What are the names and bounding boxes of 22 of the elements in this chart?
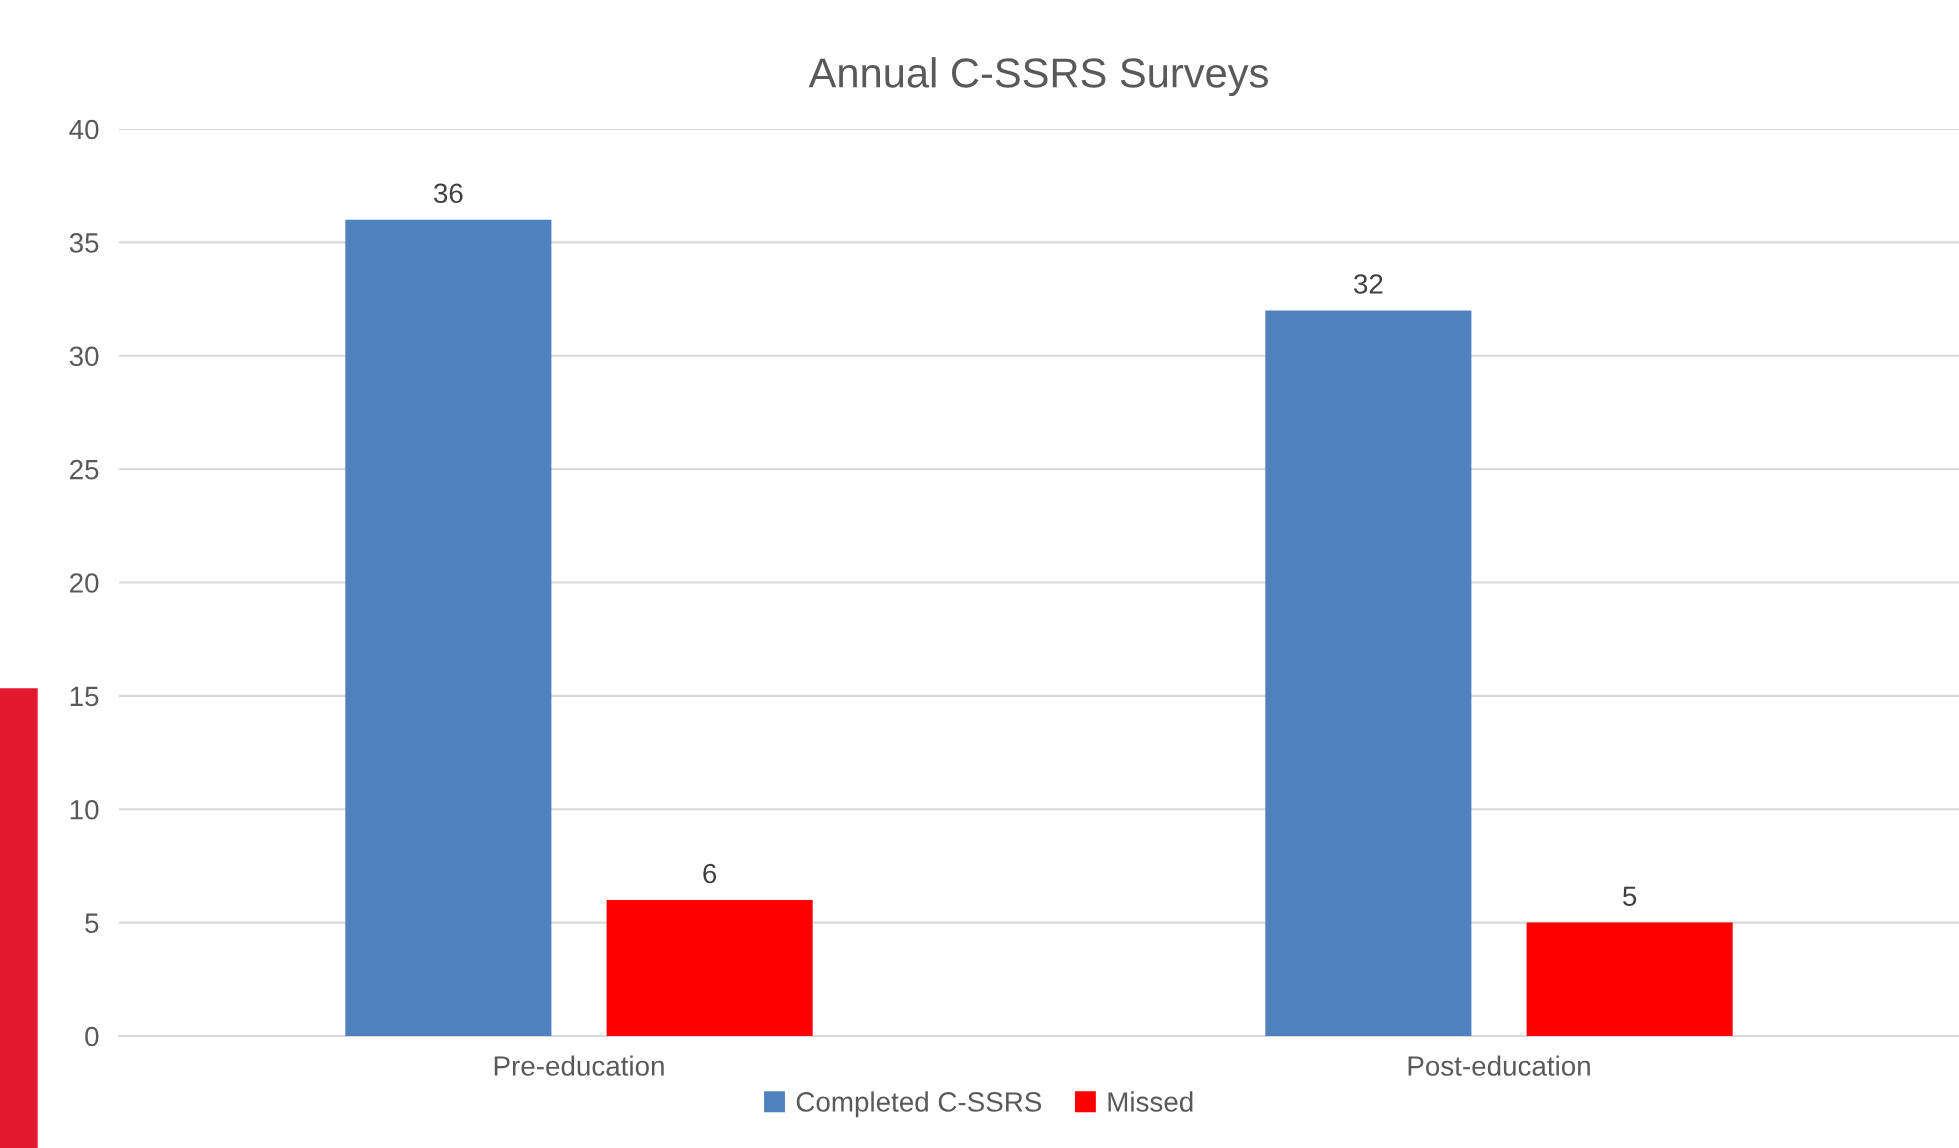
data-label: 5 [1623,886,1637,907]
bar [345,219,552,1036]
bar [1265,310,1472,1036]
bar [1526,922,1733,1036]
chart-title: Annual C-SSRS Surveys [808,57,1268,96]
y-tick-label: 20 [70,573,99,593]
data-label: 6 [703,863,717,884]
y-tick-label: 0 [85,1026,99,1047]
legend-label: Completed C-SSRS [796,1091,1042,1118]
x-tick-label: Pre-education [494,1055,664,1076]
data-label: 36 [433,183,463,204]
y-tick-label: 30 [69,346,99,367]
y-tick-label: 25 [70,459,99,480]
y-tick-label: 15 [70,686,99,707]
y-tick-label: 40 [69,119,99,140]
data-label: 32 [1353,274,1383,294]
bar [606,899,813,1036]
y-tick-label: 35 [69,233,99,253]
x-tick-label: Post-education [1408,1055,1590,1076]
y-tick-label: 10 [70,799,99,820]
legend-label: Missed [1108,1091,1193,1112]
y-tick-label: 5 [85,913,99,933]
